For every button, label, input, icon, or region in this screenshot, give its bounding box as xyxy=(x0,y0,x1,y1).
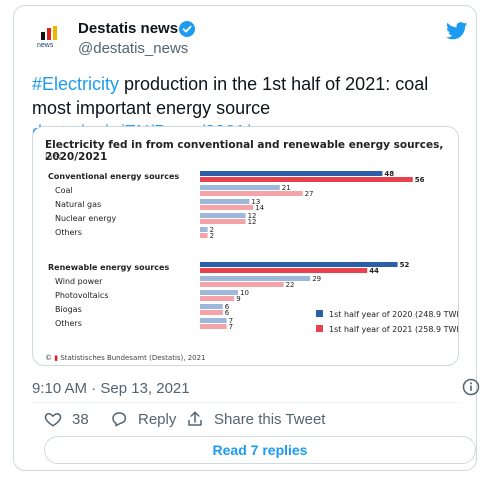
like-count: 38 xyxy=(72,410,89,428)
chart-image[interactable]: Electricity fed in from conventional and… xyxy=(32,126,459,366)
hashtag-link[interactable]: #Electricity xyxy=(32,74,120,94)
bar xyxy=(200,262,398,267)
reply-button[interactable]: Reply xyxy=(110,408,176,430)
legend-swatch xyxy=(316,310,323,317)
info-icon[interactable] xyxy=(462,378,480,396)
bar xyxy=(200,177,413,182)
bar xyxy=(200,199,250,204)
bar xyxy=(200,213,246,218)
data-label: 2 xyxy=(210,226,214,234)
twitter-bird-icon[interactable] xyxy=(446,22,468,40)
reply-label: Reply xyxy=(138,410,177,428)
chart-unit: in % xyxy=(45,153,63,162)
bar xyxy=(200,191,303,196)
share-button[interactable]: Share this Tweet xyxy=(186,408,325,430)
logo-bars-icon xyxy=(41,26,61,40)
category-label: Coal xyxy=(55,186,73,195)
divider xyxy=(32,402,460,403)
data-label: 7 xyxy=(229,323,233,331)
data-label: 22 xyxy=(286,281,295,289)
bar xyxy=(200,227,208,232)
share-label: Share this Tweet xyxy=(214,410,326,428)
bar xyxy=(200,233,208,238)
bar xyxy=(200,171,383,176)
data-label: 6 xyxy=(225,309,230,317)
chart-source: © ▮ Statistisches Bundesamt (Destatis), … xyxy=(45,354,206,362)
legend-label: 1st half year of 2021 (258.9 TWh) xyxy=(329,325,459,334)
category-label: Others xyxy=(55,228,82,237)
author-handle[interactable]: @destatis_news xyxy=(78,40,189,57)
category-label: Conventional energy sources xyxy=(48,172,179,181)
source-logo-icon: ▮ xyxy=(54,354,59,362)
bar xyxy=(200,276,311,281)
bar xyxy=(200,282,284,287)
legend-swatch xyxy=(316,325,323,332)
category-label: Wind power xyxy=(55,277,103,286)
reply-icon xyxy=(112,412,127,427)
legend-label: 1st half year of 2020 (248.9 TWh) xyxy=(329,310,459,319)
data-label: 12 xyxy=(248,212,257,220)
tweet-timestamp[interactable]: 9:10 AM · Sep 13, 2021 xyxy=(32,380,190,397)
tweet-body: production in the 1st half of 2021: coal… xyxy=(32,74,429,118)
data-label: 21 xyxy=(282,184,291,192)
read-replies-button[interactable]: Read 7 replies xyxy=(44,436,476,464)
chart-source-text: Statistisches Bundesamt (Destatis), 2021 xyxy=(60,354,206,362)
category-label: Others xyxy=(55,319,82,328)
data-label: 10 xyxy=(240,289,249,297)
bar xyxy=(200,205,254,210)
data-label: 6 xyxy=(225,303,230,311)
bar xyxy=(200,296,235,301)
destatis-logo[interactable]: news xyxy=(32,20,68,56)
data-label: 13 xyxy=(251,198,260,206)
category-label: Renewable energy sources xyxy=(48,263,169,272)
data-label: 52 xyxy=(400,261,410,269)
data-label: 12 xyxy=(248,218,257,226)
data-label: 56 xyxy=(415,176,425,184)
data-label: 29 xyxy=(312,275,321,283)
verified-badge-icon xyxy=(179,21,195,37)
tweet-card: news Destatis news @destatis_news #Elect… xyxy=(13,5,480,471)
category-label: Biogas xyxy=(55,305,82,314)
bar xyxy=(200,318,227,323)
bar xyxy=(200,185,280,190)
bar xyxy=(200,268,368,273)
bar xyxy=(200,304,223,309)
author-name[interactable]: Destatis news xyxy=(78,20,179,37)
heart-icon xyxy=(44,412,62,427)
bar xyxy=(200,324,227,329)
data-label: 27 xyxy=(305,190,314,198)
logo-text: news xyxy=(37,42,54,49)
data-label: 48 xyxy=(384,170,394,178)
bar xyxy=(200,290,238,295)
data-label: 2 xyxy=(210,232,214,240)
share-icon xyxy=(188,411,202,426)
chart-title: Electricity fed in from conventional and… xyxy=(45,139,444,163)
bar xyxy=(200,310,223,315)
category-label: Nuclear energy xyxy=(55,214,116,223)
data-label: 44 xyxy=(369,267,379,275)
data-label: 14 xyxy=(255,204,264,212)
data-label: 7 xyxy=(229,317,233,325)
bar xyxy=(200,219,246,224)
like-button[interactable]: 38 xyxy=(44,408,89,430)
category-label: Photovoltaics xyxy=(55,291,109,300)
category-label: Natural gas xyxy=(55,200,101,209)
data-label: 9 xyxy=(236,295,240,303)
